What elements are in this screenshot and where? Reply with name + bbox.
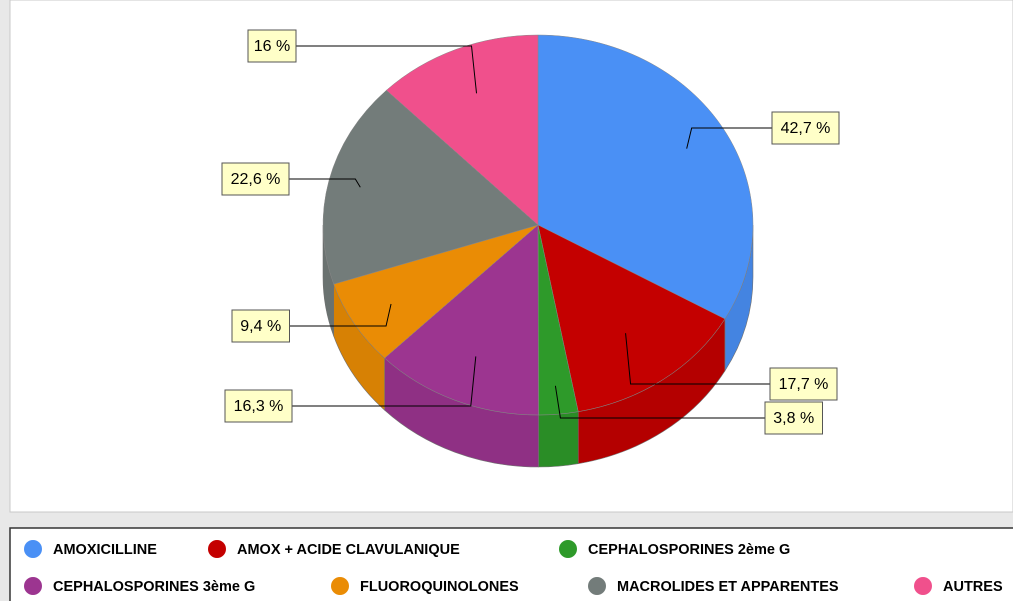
legend-label: AMOX + ACIDE CLAVULANIQUE bbox=[237, 542, 460, 558]
pie-slice bbox=[386, 34, 539, 226]
leader-line bbox=[289, 178, 361, 188]
value-label: 22,6 % bbox=[231, 171, 281, 188]
legend-swatch bbox=[914, 577, 932, 595]
leader-line bbox=[296, 45, 478, 94]
pie-side-shade bbox=[384, 358, 539, 467]
label-box bbox=[224, 389, 293, 423]
value-label: 17,7 % bbox=[779, 376, 829, 393]
leader-line bbox=[554, 385, 765, 419]
pie-side-shade bbox=[724, 225, 753, 371]
label-box bbox=[221, 162, 290, 196]
leader-line bbox=[686, 127, 772, 149]
pie-slice bbox=[537, 224, 726, 412]
leader-line bbox=[289, 303, 392, 327]
legend-label: AUTRES bbox=[943, 579, 1003, 595]
pie-slice bbox=[384, 224, 539, 416]
value-label: 3,8 % bbox=[773, 410, 814, 427]
value-label: 16 % bbox=[254, 38, 290, 55]
pie-slice bbox=[322, 89, 539, 285]
legend-label: CEPHALOSPORINES 3ème G bbox=[53, 579, 255, 595]
legend-swatch bbox=[24, 540, 42, 558]
label-box bbox=[769, 367, 838, 401]
legend-swatch bbox=[331, 577, 349, 595]
label-box bbox=[231, 309, 290, 343]
legend-box bbox=[9, 527, 1013, 601]
pie-slice bbox=[333, 224, 539, 359]
legend-swatch bbox=[24, 577, 42, 595]
pie bbox=[322, 34, 754, 468]
label-box bbox=[764, 401, 823, 435]
pie-side-shade bbox=[538, 411, 579, 467]
leader-line bbox=[625, 333, 770, 385]
labels: 42,7 % 17,7 % 3,8 % 16,3 % 9,4 % 22,6 % 16 % bbox=[221, 29, 840, 435]
legend-label: AMOXICILLINE bbox=[53, 542, 157, 558]
legend-swatch bbox=[208, 540, 226, 558]
value-label: 16,3 % bbox=[234, 398, 284, 415]
pie-side-shade bbox=[578, 318, 725, 464]
legend-label: FLUOROQUINOLONES bbox=[360, 579, 519, 595]
legend-swatch bbox=[588, 577, 606, 595]
leader-line bbox=[292, 356, 477, 407]
legend-swatch bbox=[559, 540, 577, 558]
legend: AMOXICILLINE AMOX + ACIDE CLAVULANIQUE CEP… bbox=[24, 540, 1003, 595]
pie-side-shade bbox=[333, 284, 385, 411]
legend-label: MACROLIDES ET APPARENTES bbox=[617, 579, 839, 595]
pie-side-shade bbox=[323, 225, 334, 337]
label-box bbox=[247, 29, 297, 63]
value-label: 9,4 % bbox=[240, 318, 281, 335]
pie-slice bbox=[537, 34, 754, 320]
value-label: 42,7 % bbox=[781, 120, 831, 137]
legend-label: CEPHALOSPORINES 2ème G bbox=[588, 542, 790, 558]
label-box bbox=[771, 111, 840, 145]
